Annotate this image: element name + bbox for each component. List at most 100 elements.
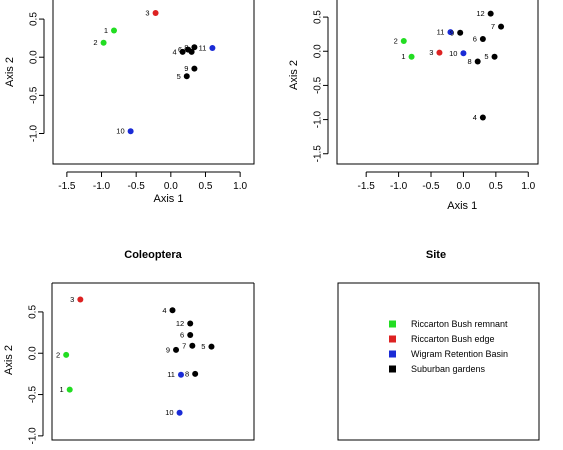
panel-title: Coleoptera <box>124 249 182 261</box>
y-tick-label: -0.5 <box>313 76 324 94</box>
legend: Site Riccarton Bush remnant Riccarton Bush… <box>337 249 540 441</box>
y-tick-label: -0.5 <box>29 86 40 104</box>
data-point <box>188 48 195 55</box>
point-label: 1 <box>104 26 108 35</box>
data-point <box>498 23 505 30</box>
point-label: 2 <box>56 350 60 359</box>
point-label: 9 <box>450 28 454 37</box>
legend-entry-label: Wigram Retention Basin <box>411 349 508 359</box>
point-label: 5 <box>201 342 205 351</box>
legend-box <box>337 282 540 441</box>
x-tick-label: -0.5 <box>422 181 440 192</box>
x-axis-label: Axis 1 <box>154 193 184 205</box>
data-point <box>408 53 415 60</box>
y-tick-label: -1.0 <box>29 124 40 142</box>
data-point <box>436 49 443 56</box>
point-label: 1 <box>401 52 405 61</box>
point-label: 4 <box>162 306 166 315</box>
point-label: 5 <box>484 52 488 61</box>
x-tick-label: -1.0 <box>390 181 408 192</box>
data-point <box>169 307 176 314</box>
data-point <box>187 320 194 327</box>
point-label: 11 <box>199 44 207 53</box>
data-point <box>479 114 486 121</box>
data-point <box>491 53 498 60</box>
legend-title: Site <box>426 249 446 261</box>
plot-frame <box>51 283 255 441</box>
point-label: 7 <box>182 341 186 350</box>
y-axis-label: Axis 2 <box>288 60 300 90</box>
data-point <box>66 386 73 393</box>
point-label: 3 <box>429 48 433 57</box>
point-label: 9 <box>166 345 170 354</box>
data-point <box>177 371 184 378</box>
data-point <box>173 346 180 353</box>
data-point <box>152 9 159 16</box>
point-label: 10 <box>165 408 173 417</box>
data-point <box>400 38 407 44</box>
point-label: 12 <box>476 9 484 18</box>
data-point <box>208 343 215 350</box>
data-point <box>191 44 198 51</box>
legend-swatch <box>389 335 396 343</box>
x-tick-label: -1.5 <box>58 181 76 192</box>
y-tick-label: 0.0 <box>29 50 40 64</box>
x-tick-label: 1.0 <box>521 181 535 192</box>
y-tick-label: 0.0 <box>313 44 324 58</box>
point-label: 9 <box>184 64 188 73</box>
point-label: 5 <box>177 72 181 81</box>
x-tick-label: -1.5 <box>358 181 376 192</box>
point-label: 4 <box>172 47 176 56</box>
data-point <box>487 10 494 17</box>
x-tick-label: 0.0 <box>164 181 178 192</box>
point-label: 6 <box>180 331 184 340</box>
panel-2: -1.5 -1.0 -0.5 0.0 0.5 1.0 Axis 1 -1.5 -1.0 -0.5 0… <box>288 0 539 212</box>
data-point <box>127 128 134 135</box>
data-point <box>209 45 216 52</box>
point-label: 11 <box>437 28 445 37</box>
point-label: 12 <box>176 319 184 328</box>
data-point <box>77 296 84 303</box>
data-point <box>189 342 196 349</box>
plot-frame <box>336 0 539 165</box>
point-label: 7 <box>181 47 185 56</box>
x-axis-label: Axis 1 <box>447 200 477 212</box>
y-tick-label: -1.5 <box>313 145 324 163</box>
point-label: 2 <box>93 38 97 47</box>
panel-1: -1.5 -1.0 -0.5 0.0 0.5 1.0 Axis 1 -1.0 -0.5 0.0 0.… <box>4 0 255 205</box>
data-point <box>479 35 486 42</box>
y-axis-label: Axis 2 <box>3 345 15 375</box>
point-label: 3 <box>145 8 149 17</box>
data-point <box>183 73 190 80</box>
legend-entry-label: Riccarton Bush edge <box>411 334 495 344</box>
y-tick-label: 0.5 <box>29 12 40 26</box>
data-point <box>110 27 117 34</box>
data-point <box>447 29 454 36</box>
point-label: 1 <box>60 385 64 394</box>
y-tick-label: -1.0 <box>313 111 324 129</box>
y-axis-label: Axis 2 <box>4 57 16 87</box>
data-point <box>187 332 194 339</box>
point-label: 7 <box>491 22 495 31</box>
point-label: 8 <box>184 43 188 52</box>
point-label: 10 <box>116 127 124 136</box>
x-tick-label: 0.0 <box>456 181 470 192</box>
data-point <box>191 65 198 72</box>
y-tick-label: -1.0 <box>28 427 39 445</box>
data-point <box>460 50 467 57</box>
data-point <box>179 48 186 55</box>
x-tick-label: -1.0 <box>93 181 111 192</box>
plot-frame <box>52 0 255 165</box>
point-label: 8 <box>185 369 189 378</box>
point-label: 6 <box>473 34 477 43</box>
legend-swatch <box>389 320 396 328</box>
legend-swatch <box>389 350 396 358</box>
legend-swatch <box>389 365 396 373</box>
data-point <box>100 39 107 46</box>
x-tick-label: 0.5 <box>199 181 213 192</box>
x-tick-label: -0.5 <box>128 181 146 192</box>
point-label: 3 <box>70 295 74 304</box>
panel-3: -1.0 -0.5 0.0 0.5 Axis 2 Coleoptera 3 4 12 6 5 7 9 2 1… <box>3 249 255 445</box>
legend-entry-label: Riccarton Bush remnant <box>411 319 508 329</box>
